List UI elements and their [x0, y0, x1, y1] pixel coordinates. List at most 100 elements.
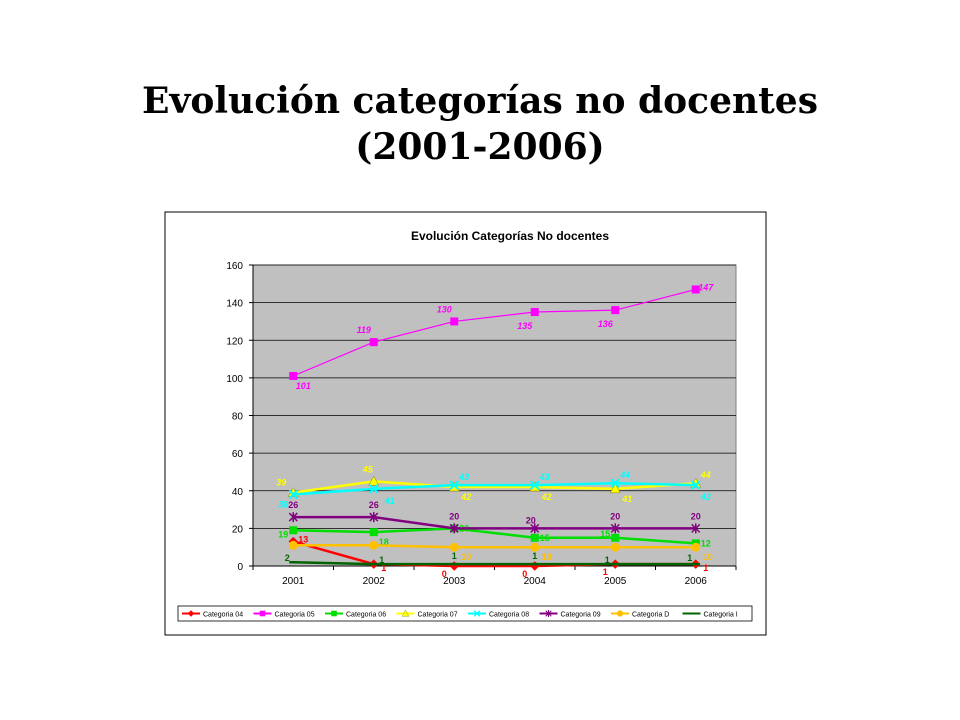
data-point [610, 523, 620, 534]
data-label: 39 [276, 478, 286, 488]
data-label: 42 [541, 492, 552, 502]
data-point [691, 480, 701, 490]
series-line [293, 480, 696, 494]
y-tick-label: 100 [226, 374, 243, 385]
data-label: 147 [698, 282, 714, 292]
data-label: 0 [442, 569, 447, 579]
data-label: 20 [610, 511, 620, 521]
data-label: 2 [285, 553, 290, 563]
data-point [691, 542, 701, 552]
data-point [369, 528, 378, 537]
x-tick-label: 2004 [524, 576, 547, 587]
series-line [293, 544, 696, 549]
data-point [369, 338, 378, 347]
data-point [288, 489, 298, 500]
series-categoria-07: 39 45 42 42 41 44 [276, 464, 711, 504]
legend-label: Categoria 08 [489, 612, 529, 619]
data-label: 136 [598, 319, 614, 329]
y-tick-label: 40 [232, 487, 244, 498]
data-label: 101 [296, 381, 311, 391]
y-tick-label: 80 [232, 412, 244, 423]
data-label: 44 [619, 470, 630, 480]
data-point [450, 317, 459, 326]
data-point [369, 540, 379, 550]
data-label: 18 [379, 537, 389, 547]
data-point [530, 533, 539, 542]
data-label: 130 [437, 304, 452, 314]
data-label: 1 [452, 551, 457, 561]
x-tick-label: 2002 [363, 576, 386, 587]
data-label: 41 [384, 496, 395, 506]
legend-item: Categoria 05 [253, 610, 315, 619]
data-label: 42 [460, 492, 471, 502]
data-label: 135 [517, 321, 533, 331]
slide-title-line-1: Evolución categorías no docentes [142, 80, 818, 122]
y-tick-label: 120 [226, 336, 243, 347]
y-tick-label: 140 [226, 299, 243, 310]
data-point [289, 371, 298, 380]
y-tick-label: 20 [232, 524, 244, 535]
data-label: 10 [461, 552, 471, 562]
series-line [293, 288, 696, 377]
y-tick-label: 0 [237, 562, 243, 573]
x-tick-label: 2001 [282, 576, 305, 587]
data-label: 15 [600, 529, 610, 539]
data-point [187, 610, 195, 617]
data-label: 0 [522, 569, 527, 579]
data-point [449, 542, 459, 552]
data-label: 119 [357, 325, 371, 335]
data-label: 20 [449, 511, 459, 521]
x-tick-label: 2003 [443, 576, 466, 587]
data-label: 1 [603, 567, 608, 577]
series-line [293, 481, 696, 496]
data-point [609, 483, 621, 494]
data-point [369, 512, 379, 523]
x-tick-label: 2005 [604, 576, 627, 587]
legend-label: Categoria 07 [418, 612, 458, 619]
data-point [289, 526, 298, 535]
legend-label: Categoria D [632, 612, 669, 619]
data-label: 13 [298, 535, 308, 545]
data-point [611, 533, 620, 542]
series-categoria-d: 10 10 10 [288, 540, 713, 562]
data-point [691, 285, 700, 294]
legend-label: Categoria 09 [561, 612, 601, 619]
data-label: 26 [369, 500, 379, 510]
legend-label: Categoria 04 [203, 612, 243, 619]
series-categoria-09: 26 26 20 20 20 20 [288, 500, 701, 534]
data-label: 38 [278, 500, 288, 510]
data-point [530, 480, 540, 490]
data-label: 10 [542, 552, 552, 562]
data-point [530, 523, 540, 534]
series-line [293, 527, 696, 545]
data-label: 15 [540, 533, 550, 543]
legend-item: Categoria D [611, 610, 669, 619]
data-point [259, 610, 266, 617]
series-categoria-08: 38 41 43 43 44 43 [278, 470, 711, 509]
data-point [530, 308, 539, 317]
data-point [331, 610, 337, 617]
data-label: 1 [605, 555, 610, 565]
data-label: 44 [700, 470, 711, 480]
data-label: 43 [700, 492, 711, 502]
data-label: 1 [532, 551, 537, 561]
data-label: 41 [621, 494, 632, 504]
legend-label: Categoria 06 [346, 612, 386, 619]
data-label: 1 [687, 553, 692, 563]
data-label: 43 [539, 472, 550, 482]
data-point [530, 542, 540, 552]
y-tick-label: 60 [232, 449, 244, 460]
data-label: 20 [691, 511, 701, 521]
data-point [288, 540, 298, 550]
gridlines [253, 264, 736, 529]
y-tick-label: 160 [226, 261, 243, 272]
legend-item: Categoria 09 [539, 609, 601, 619]
legend-label: Categoria I [704, 612, 738, 619]
data-label: 20 [526, 515, 536, 525]
data-point [369, 484, 379, 494]
data-point [616, 610, 624, 617]
series-categoria-i: 2 1 1 1 1 1 [285, 551, 700, 566]
data-label: 10 [703, 552, 713, 562]
